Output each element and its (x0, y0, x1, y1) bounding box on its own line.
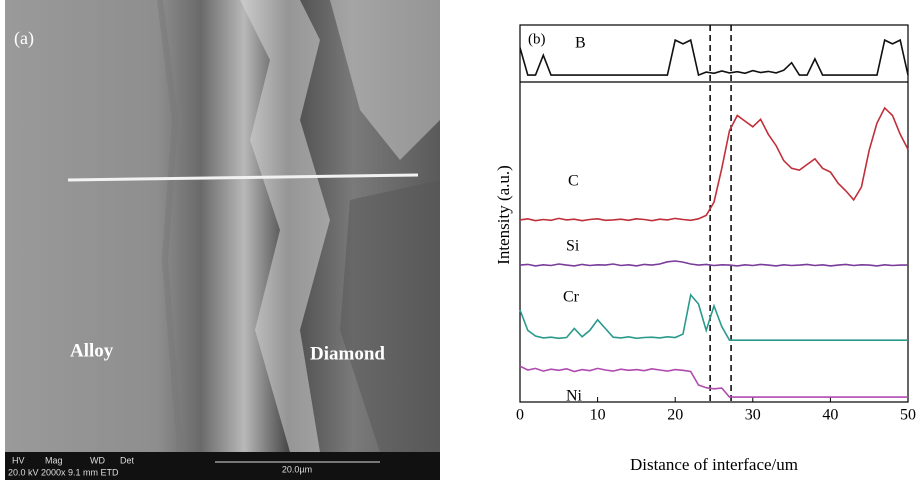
panel-label: (a) (14, 28, 34, 49)
region-label: Diamond (310, 343, 385, 364)
page: (a) Alloy Diamond HV Mag WD Det 20.0 kV … (0, 0, 920, 480)
info-header: Mag (45, 455, 63, 465)
series-label: Cr (563, 289, 580, 306)
series-label: C (568, 173, 579, 190)
series-label: B (575, 35, 586, 52)
sem-image: (a) Alloy Diamond HV Mag WD Det 20.0 kV … (5, 0, 440, 480)
info-header: WD (90, 455, 105, 465)
series-label: Ni (566, 388, 583, 405)
series-line (520, 261, 908, 266)
x-tick-label: 10 (590, 407, 606, 424)
x-axis-title: Distance of interface/um (630, 455, 798, 474)
scale-label: 20.0µm (282, 464, 312, 474)
info-values: 20.0 kV 2000x 9.1 mm ETD (8, 467, 119, 477)
x-tick-label: 0 (516, 407, 524, 424)
region-label: Alloy (70, 340, 114, 361)
series-line (520, 108, 908, 221)
y-axis-title: Intensity (a.u.) (494, 165, 513, 265)
x-tick-label: 40 (822, 407, 838, 424)
panel-label: (b) (528, 31, 546, 47)
series-label: Si (566, 238, 580, 255)
x-tick-label: 30 (745, 407, 761, 424)
info-header: HV (12, 455, 25, 465)
x-tick-label: 20 (667, 407, 683, 424)
info-header: Det (120, 455, 135, 465)
x-tick-label: 50 (900, 407, 916, 424)
figure: (a) Alloy Diamond HV Mag WD Det 20.0 kV … (0, 0, 920, 480)
